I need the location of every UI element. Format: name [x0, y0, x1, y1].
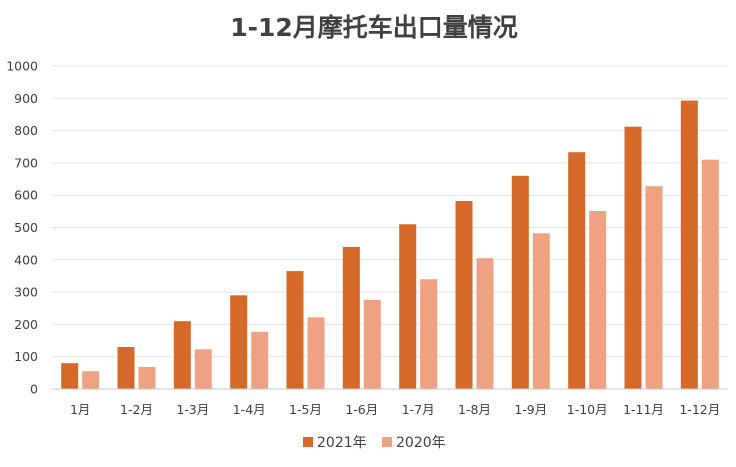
bar-2021年-1-6月	[342, 246, 360, 389]
y-tick-label: 400	[14, 252, 38, 267]
bar-2020年-1-7月	[420, 279, 438, 389]
y-tick-label: 300	[14, 285, 38, 300]
bar-2020年-1-5月	[307, 317, 325, 389]
x-tick-label: 1-7月	[402, 402, 435, 417]
bar-2021年-1-9月	[511, 175, 529, 389]
y-tick-label: 900	[14, 91, 38, 106]
y-axis-ticks: 0 100 200 300 400 500 600 700 800 900 1000	[6, 59, 38, 397]
gridlines	[52, 65, 728, 358]
x-tick-label: 1-9月	[514, 402, 547, 417]
legend-label-2020: 2020年	[396, 435, 446, 451]
bar-2020年-1-10月	[589, 211, 607, 389]
y-tick-label: 800	[14, 123, 38, 138]
x-tick-label: 1-11月	[623, 402, 664, 417]
bar-2020年-1-3月	[194, 349, 212, 389]
y-tick-label: 700	[14, 155, 38, 170]
bar-2021年-1-3月	[173, 321, 191, 389]
x-axis-ticks: 1月 1-2月 1-3月 1-4月 1-5月 1-6月 1-7月 1-8月 1-9月 1-10月 1…	[70, 402, 720, 417]
bar-2020年-1-9月	[532, 233, 550, 389]
x-tick-label: 1-3月	[176, 402, 209, 417]
x-tick-label: 1-12月	[679, 402, 720, 417]
legend-swatch-2020	[382, 437, 392, 447]
y-tick-label: 0	[30, 382, 38, 397]
bar-2020年-1-6月	[363, 299, 381, 389]
bar-2021年-1-5月	[286, 271, 304, 389]
bar-2021年-1-2月	[117, 347, 135, 389]
x-tick-label: 1-4月	[233, 402, 266, 417]
bar-2021年-1-8月	[455, 201, 473, 389]
y-tick-label: 600	[14, 188, 38, 203]
bar-2020年-1-2月	[138, 367, 156, 389]
bar-2021年-1月	[61, 363, 79, 389]
x-tick-label: 1-5月	[289, 402, 322, 417]
x-tick-label: 1-10月	[567, 402, 608, 417]
legend-label-2021: 2021年	[317, 435, 367, 451]
y-tick-label: 100	[14, 349, 38, 364]
y-tick-label: 500	[14, 220, 38, 235]
bar-2020年-1-8月	[476, 258, 494, 389]
bar-2020年-1-12月	[701, 159, 719, 389]
y-tick-label: 1000	[6, 59, 38, 74]
y-tick-label: 200	[14, 317, 38, 332]
x-tick-label: 1-6月	[345, 402, 378, 417]
bar-2021年-1-7月	[399, 224, 417, 389]
bars	[61, 100, 719, 389]
legend-swatch-2021	[303, 437, 313, 447]
chart-title: 1-12月摩托车出口量情况	[230, 13, 518, 42]
bar-2021年-1-10月	[568, 152, 586, 389]
x-tick-label: 1月	[70, 402, 90, 417]
bar-2020年-1-11月	[645, 186, 663, 389]
bar-2021年-1-12月	[680, 100, 698, 389]
bar-2021年-1-4月	[230, 295, 248, 389]
legend: 2021年 2020年	[303, 435, 446, 451]
bar-2020年-1-4月	[251, 331, 269, 389]
bar-2021年-1-11月	[624, 126, 642, 389]
x-tick-label: 1-2月	[120, 402, 153, 417]
bar-2020年-1月	[82, 371, 100, 389]
x-tick-label: 1-8月	[458, 402, 491, 417]
